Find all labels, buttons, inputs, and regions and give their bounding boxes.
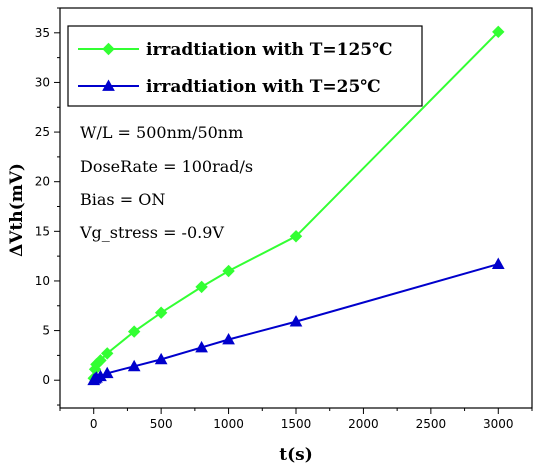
data-point-series-1	[222, 332, 235, 345]
axis-ticks: 0 500 1000 1500 2000 2500 3000 0 5 10 15 20 25 30 35	[35, 7, 533, 431]
x-tick-label: 2000	[348, 417, 379, 431]
legend-marker-series-1	[102, 79, 115, 91]
y-axis-title: ΔVth(mV)	[7, 163, 27, 257]
data-point-series-1	[127, 359, 141, 372]
data-point-series-0	[100, 347, 114, 360]
series-layer	[87, 25, 505, 386]
y-tick-label: 15	[35, 224, 50, 238]
legend-marker-shape	[102, 42, 115, 56]
x-tick-label: 1500	[281, 417, 312, 431]
data-point-series-0	[222, 264, 235, 278]
annotation-bias: Bias = ON	[80, 190, 165, 209]
data-point-series-0	[195, 280, 208, 294]
x-tick-label: 500	[150, 417, 173, 431]
y-tick-label: 20	[35, 175, 50, 189]
x-tick-label: 3000	[483, 417, 514, 431]
data-point-series-1	[289, 315, 303, 327]
legend-box	[67, 25, 423, 107]
x-tick-label: 1000	[213, 417, 244, 431]
series-1	[87, 257, 505, 386]
legend-label-series-0: irradtiation with T=125℃	[146, 40, 393, 60]
data-point-series-0	[94, 354, 107, 367]
legend-label-series-1: irradtiation with T=25℃	[146, 77, 381, 97]
x-tick-label: 2500	[416, 417, 447, 431]
data-point-series-0	[492, 25, 505, 39]
y-tick-label: 0	[42, 373, 50, 387]
legend-marker-shape	[102, 79, 115, 91]
annotation-vg-stress: Vg_stress = -0.9V	[79, 223, 224, 242]
y-tick-label: 5	[42, 324, 50, 338]
y-tick-label: 30	[35, 75, 50, 89]
x-axis-title: t(s)	[279, 445, 313, 465]
data-point-series-1	[491, 257, 505, 269]
data-point-series-0	[127, 325, 141, 338]
data-point-series-1	[154, 352, 168, 365]
data-point-series-0	[289, 230, 303, 243]
y-tick-label: 25	[35, 125, 50, 139]
data-point-series-1	[100, 366, 114, 379]
data-point-series-1	[195, 340, 208, 353]
y-tick-label: 35	[35, 26, 50, 40]
annotation-wl: W/L = 500nm/50nm	[80, 123, 243, 142]
annotations: W/L = 500nm/50nm DoseRate = 100rad/s Bia…	[79, 123, 253, 242]
y-tick-label: 10	[35, 274, 50, 288]
data-point-series-0	[154, 306, 168, 319]
legend: irradtiation with T=125℃ irradtiation wi…	[67, 25, 423, 107]
legend-marker-series-0	[102, 42, 115, 56]
x-tick-label: 0	[90, 417, 98, 431]
annotation-doserate: DoseRate = 100rad/s	[80, 157, 253, 176]
